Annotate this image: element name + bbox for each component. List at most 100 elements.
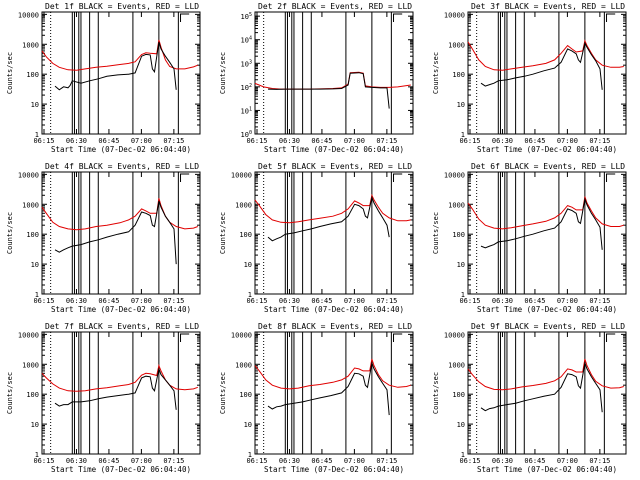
y-tick-label: 1000 bbox=[22, 201, 39, 209]
x-tick-label: 07:15 bbox=[589, 137, 610, 145]
series-events bbox=[480, 41, 603, 90]
y-tick-label: 10000 bbox=[444, 331, 465, 339]
x-tick-label: 06:30 bbox=[279, 457, 300, 465]
panel-det-4: Det 4f BLACK = Events, RED = LLD 1 10 100 10… bbox=[6, 162, 201, 314]
plot-frame bbox=[467, 331, 627, 455]
x-tick-label: 06:45 bbox=[311, 297, 332, 305]
series-events bbox=[267, 361, 390, 416]
y-tick-label: 1 bbox=[35, 451, 39, 459]
y-axis-label: Counts/sec bbox=[432, 212, 440, 254]
x-tick-label: 07:15 bbox=[589, 297, 610, 305]
x-axis-label: Start Time (07-Dec-02 06:04:40) bbox=[264, 145, 404, 154]
plot-frame bbox=[467, 11, 627, 135]
x-tick-label: 06:45 bbox=[524, 457, 545, 465]
y-tick-label: 100 bbox=[239, 391, 252, 399]
series-lld bbox=[467, 39, 624, 71]
y-tick-label: 10000 bbox=[444, 11, 465, 19]
y-tick-label: 103 bbox=[241, 59, 252, 68]
series-lld bbox=[41, 39, 198, 71]
y-tick-label: 1 bbox=[461, 131, 465, 139]
series-lld bbox=[41, 198, 198, 231]
y-axis-label: Counts/sec bbox=[6, 372, 14, 414]
y-axis-label: Counts/sec bbox=[432, 52, 440, 94]
series-events bbox=[480, 361, 603, 413]
x-tick-label: 06:45 bbox=[524, 297, 545, 305]
y-axis-label: Counts/sec bbox=[219, 372, 227, 414]
series-lld bbox=[467, 196, 624, 230]
x-tick-label: 06:15 bbox=[459, 137, 480, 145]
series-lld bbox=[41, 363, 198, 392]
panel-det-2: Det 2f BLACK = Events, RED = LLD 100 101 10… bbox=[219, 2, 414, 154]
x-tick-label: 07:15 bbox=[376, 137, 397, 145]
x-tick-label: 07:00 bbox=[131, 457, 152, 465]
x-tick-label: 06:30 bbox=[279, 297, 300, 305]
y-tick-label: 100 bbox=[452, 391, 465, 399]
x-tick-label: 06:45 bbox=[311, 457, 332, 465]
x-tick-label: 06:15 bbox=[459, 457, 480, 465]
y-tick-label: 1000 bbox=[448, 201, 465, 209]
y-axis-label: Counts/sec bbox=[219, 52, 227, 94]
x-tick-label: 07:00 bbox=[557, 137, 578, 145]
y-tick-label: 10 bbox=[457, 421, 465, 429]
x-axis-label: Start Time (07-Dec-02 06:04:40) bbox=[51, 145, 191, 154]
x-axis-label: Start Time (07-Dec-02 06:04:40) bbox=[477, 465, 617, 474]
series-lld bbox=[254, 358, 411, 390]
panel-det-8: Det 8f BLACK = Events, RED = LLD 1 10 100 10… bbox=[219, 322, 414, 474]
y-tick-label: 1 bbox=[35, 131, 39, 139]
legend-marker bbox=[180, 13, 190, 22]
y-tick-label: 1000 bbox=[235, 361, 252, 369]
y-tick-label: 10 bbox=[31, 101, 39, 109]
y-tick-label: 10000 bbox=[444, 171, 465, 179]
y-tick-label: 100 bbox=[26, 71, 39, 79]
panel-det-7: Det 7f BLACK = Events, RED = LLD 1 10 100 10… bbox=[6, 322, 201, 474]
x-axis-label: Start Time (07-Dec-02 06:04:40) bbox=[477, 145, 617, 154]
legend-marker bbox=[393, 333, 403, 342]
x-tick-label: 07:00 bbox=[344, 457, 365, 465]
x-tick-label: 07:15 bbox=[589, 457, 610, 465]
panel-title: Det 3f BLACK = Events, RED = LLD bbox=[471, 2, 625, 11]
panel-det-5: Det 5f BLACK = Events, RED = LLD 1 10 100 10… bbox=[219, 162, 414, 314]
panel-title: Det 9f BLACK = Events, RED = LLD bbox=[471, 322, 625, 331]
y-tick-label: 10000 bbox=[231, 171, 252, 179]
panel-det-6: Det 6f BLACK = Events, RED = LLD 1 10 100 10… bbox=[432, 162, 627, 314]
series-lld bbox=[254, 193, 411, 224]
x-axis-label: Start Time (07-Dec-02 06:04:40) bbox=[51, 465, 191, 474]
y-tick-label: 10000 bbox=[18, 11, 39, 19]
x-axis-label: Start Time (07-Dec-02 06:04:40) bbox=[477, 305, 617, 314]
series-lld bbox=[254, 71, 411, 90]
y-tick-label: 10000 bbox=[18, 331, 39, 339]
legend-marker bbox=[393, 13, 403, 22]
y-tick-label: 104 bbox=[241, 36, 252, 45]
x-tick-label: 06:15 bbox=[33, 137, 54, 145]
x-tick-label: 06:30 bbox=[492, 297, 513, 305]
legend-marker bbox=[393, 173, 403, 182]
plot-frame bbox=[467, 171, 627, 295]
y-tick-label: 10 bbox=[244, 421, 252, 429]
x-axis-label: Start Time (07-Dec-02 06:04:40) bbox=[264, 305, 404, 314]
y-tick-label: 1000 bbox=[235, 201, 252, 209]
y-tick-label: 10000 bbox=[18, 171, 39, 179]
x-tick-label: 06:45 bbox=[98, 297, 119, 305]
x-tick-label: 06:45 bbox=[98, 137, 119, 145]
series-events bbox=[54, 367, 177, 410]
series-lld bbox=[467, 358, 624, 391]
x-tick-label: 07:00 bbox=[344, 297, 365, 305]
x-tick-label: 07:15 bbox=[376, 457, 397, 465]
x-tick-label: 06:15 bbox=[459, 297, 480, 305]
panel-det-1: Det 1f BLACK = Events, RED = LLD 1 10 100 10… bbox=[6, 2, 201, 154]
legend-marker bbox=[180, 173, 190, 182]
series-events bbox=[480, 197, 603, 250]
y-tick-label: 10 bbox=[457, 261, 465, 269]
legend-marker bbox=[606, 13, 616, 22]
x-tick-label: 06:45 bbox=[311, 137, 332, 145]
x-tick-label: 07:00 bbox=[131, 137, 152, 145]
panel-title: Det 8f BLACK = Events, RED = LLD bbox=[258, 322, 412, 331]
x-tick-label: 07:00 bbox=[557, 457, 578, 465]
plot-frame bbox=[254, 171, 414, 295]
panel-title: Det 7f BLACK = Events, RED = LLD bbox=[45, 322, 199, 331]
x-tick-label: 06:15 bbox=[246, 457, 267, 465]
panel-title: Det 5f BLACK = Events, RED = LLD bbox=[258, 162, 412, 171]
x-tick-label: 06:30 bbox=[492, 137, 513, 145]
panel-det-9: Det 9f BLACK = Events, RED = LLD 1 10 100 10… bbox=[432, 322, 627, 474]
y-tick-label: 1 bbox=[35, 291, 39, 299]
